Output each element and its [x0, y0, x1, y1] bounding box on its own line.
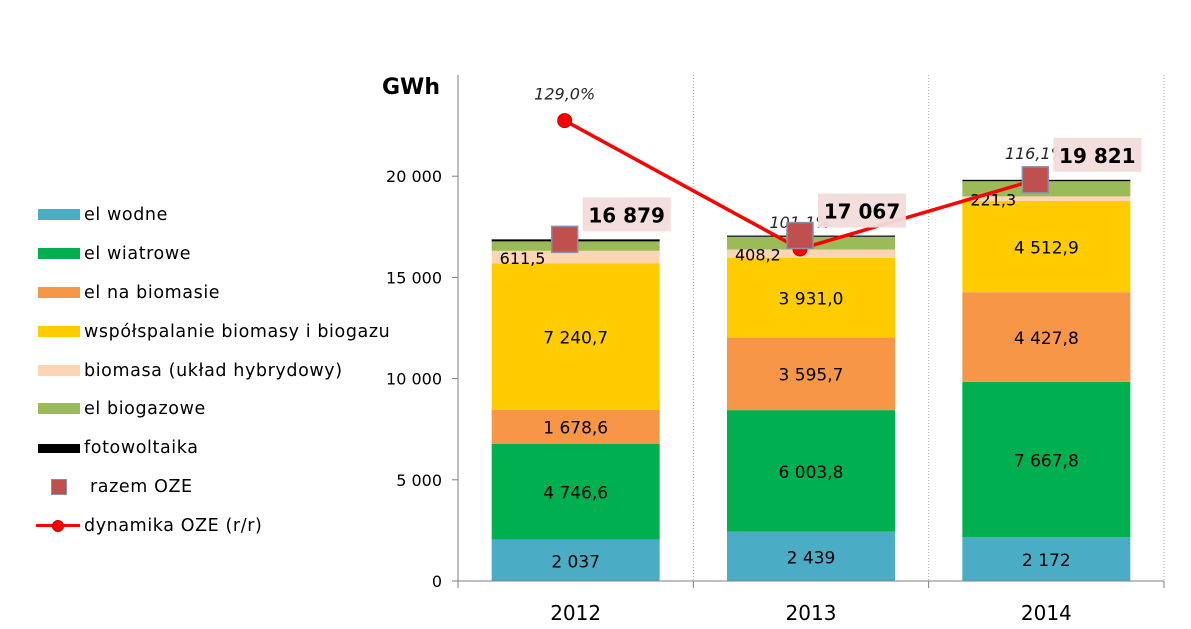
legend-item-fotowoltaika: fotowoltaika	[36, 429, 396, 468]
legend-swatch	[36, 438, 84, 458]
bar-segment-0-2012	[491, 539, 660, 581]
data-label: 4 427,8	[1014, 329, 1079, 349]
total-marker	[1021, 166, 1050, 194]
bar-segment-4-2012	[491, 250, 660, 264]
total-label: 16 879	[588, 203, 665, 227]
y-axis-unit-label: GWh	[382, 75, 440, 100]
bar-segment-3-2012	[491, 263, 660, 410]
legend-swatch	[36, 244, 84, 264]
data-label: 1 678,6	[543, 419, 608, 439]
y-tick-label: 5 000	[396, 471, 442, 490]
data-label: 4 746,6	[543, 484, 608, 504]
data-label: 3 595,7	[779, 366, 844, 386]
legend-item-el-wodne: el wodne	[36, 196, 396, 235]
data-label: 408,2	[735, 246, 781, 265]
bar-segment-4-2013	[727, 249, 895, 258]
bar-segment-0-2014	[962, 537, 1131, 581]
totals-layer: 16 879 17 067 19 821	[550, 137, 1142, 254]
legend-label: el biogazowe	[84, 399, 206, 420]
y-tick-label: 20 000	[386, 167, 442, 186]
bar-segment-2-2012	[491, 409, 660, 444]
data-label: 7 667,8	[1014, 451, 1079, 471]
legend-label: biomasa (układ hybrydowy)	[84, 360, 343, 381]
legend-swatch	[36, 283, 84, 303]
dynamics-point	[557, 113, 573, 129]
legend-swatch	[36, 322, 84, 342]
total-label: 19 821	[1059, 144, 1136, 168]
dynamics-label: 116,1%	[1005, 144, 1066, 163]
total-label-background	[1053, 137, 1142, 172]
legend-item-dynamika-oze: dynamika OZE (r/r)	[36, 506, 396, 545]
legend-label: razem OZE	[90, 476, 193, 497]
data-label: 3 931,0	[779, 290, 844, 310]
data-label: 2 439	[787, 548, 836, 568]
legend-label: współspalanie biomasy i biogazu	[84, 321, 391, 342]
bar-segment-1-2012	[491, 443, 660, 540]
legend-swatch	[36, 205, 84, 225]
labels-layer: 2 037 4 746,6 1 678,6 7 240,7 611,5 2 439 6 00…	[500, 191, 1079, 573]
data-label: 611,5	[500, 249, 546, 268]
legend-line-marker	[36, 516, 84, 536]
legend-item-wspolspalanie: współspalanie biomasy i biogazu	[36, 312, 396, 351]
legend-label: el na biomasie	[84, 282, 221, 303]
bar-segment-0-2013	[727, 531, 895, 581]
data-label: 4 512,9	[1014, 239, 1079, 259]
y-tick-label: 15 000	[386, 268, 442, 287]
bar-segment-3-2014	[962, 200, 1131, 293]
legend-swatch	[36, 399, 84, 419]
legend-label: fotowoltaika	[84, 438, 199, 459]
bar-segment-2-2013	[727, 337, 895, 411]
legend-label: el wiatrowe	[84, 244, 192, 265]
axis-layer: 0 5 000 10 000 15 000 20 000 2012 2013 2014	[386, 75, 1165, 625]
data-label: 2 172	[1022, 551, 1071, 571]
data-label: 6 003,8	[779, 463, 844, 483]
data-label: 7 240,7	[543, 328, 608, 348]
total-label: 17 067	[824, 200, 901, 224]
legend-swatch	[36, 361, 84, 381]
bar-segment-1-2014	[962, 381, 1131, 538]
bar-segment-1-2013	[727, 410, 895, 532]
x-tick-label: 2012	[550, 601, 601, 625]
y-tick-label: 0	[432, 572, 442, 591]
legend-label: dynamika OZE (r/r)	[84, 515, 263, 536]
legend-item-biomasa-hybrydowy: biomasa (układ hybrydowy)	[36, 351, 396, 390]
bar-segment-2-2014	[962, 292, 1131, 382]
data-label: 2 037	[551, 552, 600, 572]
grid-layer	[692, 75, 1165, 581]
dynamics-label: 129,0%	[534, 85, 595, 104]
total-marker	[786, 221, 814, 250]
total-label-background	[818, 193, 906, 228]
legend-label: el wodne	[84, 205, 168, 226]
legend-marker-square	[36, 477, 84, 497]
total-label-background	[582, 197, 671, 232]
x-tick-label: 2013	[786, 601, 837, 625]
legend-item-el-wiatrowe: el wiatrowe	[36, 235, 396, 274]
bar-segment-3-2013	[727, 257, 895, 338]
legend-item-el-na-biomasie: el na biomasie	[36, 274, 396, 313]
legend-item-razem-oze: razem OZE	[36, 468, 396, 507]
total-marker	[550, 225, 579, 254]
legend-item-el-biogazowe: el biogazowe	[36, 390, 396, 429]
bar-segment-4-2014	[962, 196, 1131, 201]
x-tick-label: 2014	[1021, 601, 1072, 625]
legend: el wodne el wiatrowe el na biomasie wspó…	[36, 196, 396, 545]
y-tick-label: 10 000	[386, 370, 442, 389]
bars-layer	[491, 179, 1131, 581]
